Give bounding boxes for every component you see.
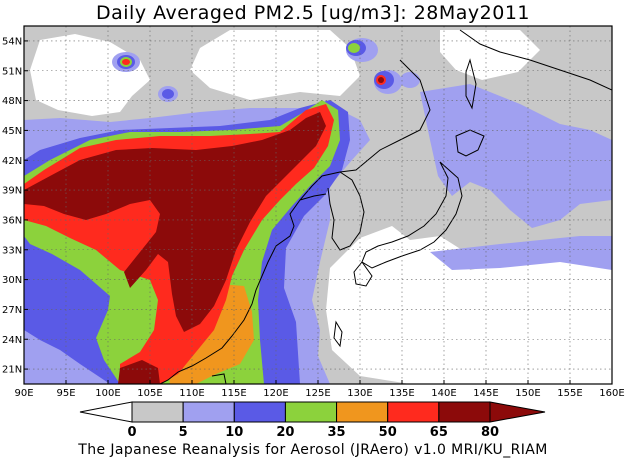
map-title: Daily Averaged PM2.5 [ug/m3]: 28May2011	[95, 2, 531, 24]
colorbar-segment	[131, 401, 184, 423]
lat-tick-label: 27N	[2, 305, 22, 316]
lat-tick-label: 24N	[2, 335, 22, 346]
lon-tick-label: 95E	[56, 388, 75, 399]
colorbar-segment	[438, 401, 491, 423]
band-80-plus-south	[118, 360, 160, 384]
coastline-hainan	[211, 373, 227, 384]
colorbar-segment	[182, 401, 235, 423]
lon-tick-label: 145E	[473, 388, 498, 399]
lon-tick-label: 110E	[179, 388, 204, 399]
band-80-plus-n1	[378, 77, 384, 83]
lon-tick-label: 120E	[263, 388, 288, 399]
colorbar-segment	[336, 401, 389, 423]
lon-tick-label: 115E	[221, 388, 246, 399]
lon-tick-label: 150E	[515, 388, 540, 399]
band-65-80-n1	[122, 59, 130, 65]
colorbar-segment	[233, 401, 286, 423]
band-10-20-n5	[400, 72, 420, 88]
coastline-taiwan	[333, 320, 343, 348]
lat-tick-label: 36N	[2, 215, 22, 226]
band-0-5-northeast	[190, 30, 360, 100]
pm25-contours	[24, 26, 612, 384]
colorbar-level-label: 50	[379, 425, 397, 440]
colorbar: 0 5 10 20 35 50 65 80	[79, 401, 546, 440]
coastline-japan-honshu	[361, 161, 463, 269]
coastline-korea	[327, 171, 365, 251]
lat-tick-label: 33N	[2, 245, 22, 256]
colorbar-min-arrow	[79, 401, 133, 423]
lat-tick-label: 42N	[2, 156, 22, 167]
colorbar-level-label: 10	[225, 425, 243, 440]
colorbar-level-label: 0	[127, 425, 136, 440]
coastline-russia	[459, 29, 612, 91]
lon-tick-label: 125E	[305, 388, 330, 399]
band-0-5-pacific	[326, 226, 612, 384]
axis-ticks: 90E 95E 100E 105E 110E 115E 120E 125E 130E 135E 14…	[2, 36, 625, 399]
colorbar-level-label: 5	[179, 425, 188, 440]
band-35-50-n2	[348, 43, 360, 53]
lon-tick-label: 105E	[137, 388, 162, 399]
lon-tick-label: 90E	[14, 388, 33, 399]
band-0-5-farnorth	[440, 30, 540, 80]
lon-tick-label: 155E	[557, 388, 582, 399]
colorbar-max-arrow	[489, 401, 546, 423]
lat-tick-label: 30N	[2, 275, 22, 286]
lon-tick-label: 160E	[599, 388, 624, 399]
lon-tick-label: 135E	[389, 388, 414, 399]
band-20-35-n4	[162, 89, 174, 99]
coastline-kyushu	[353, 261, 373, 287]
coastlines	[159, 29, 612, 384]
coastline-china	[159, 59, 431, 384]
lon-tick-label: 100E	[95, 388, 120, 399]
lat-tick-label: 48N	[2, 96, 22, 107]
lat-tick-label: 51N	[2, 66, 22, 77]
map-grid	[24, 26, 612, 384]
lon-tick-label: 140E	[431, 388, 456, 399]
lat-tick-label: 54N	[2, 36, 22, 47]
colorbar-segment	[284, 401, 338, 423]
lat-tick-label: 21N	[2, 365, 22, 376]
lat-tick-label: 45N	[2, 126, 22, 137]
coastline-sakhalin	[465, 58, 477, 110]
lat-tick-label: 39N	[2, 186, 22, 197]
colorbar-level-label: 20	[276, 425, 294, 440]
band-10-20-east	[420, 84, 612, 228]
footer-credit: The Japanese Reanalysis for Aerosol (JRA…	[78, 442, 548, 458]
colorbar-segment	[387, 401, 440, 423]
colorbar-level-label: 35	[328, 425, 346, 440]
lon-tick-label: 130E	[347, 388, 372, 399]
colorbar-level-label: 65	[430, 425, 448, 440]
colorbar-level-label: 80	[481, 425, 499, 440]
band-80-plus	[24, 112, 326, 332]
band-10-20-pacific	[430, 236, 612, 270]
coastline-shandong	[299, 193, 327, 201]
coastline-japan-hokkaido	[455, 129, 485, 157]
